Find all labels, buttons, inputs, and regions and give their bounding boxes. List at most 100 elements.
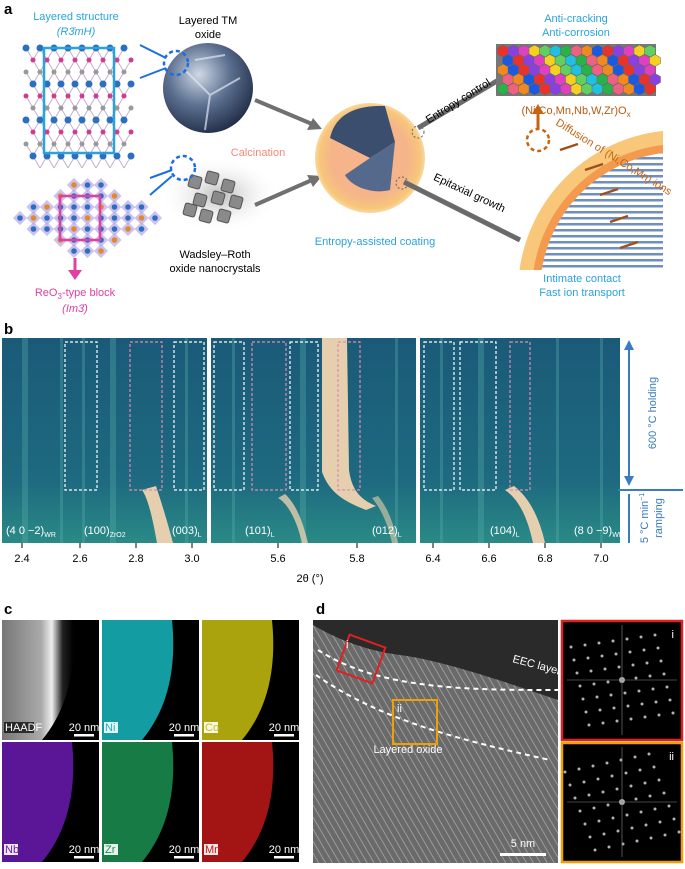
- atom: [106, 116, 114, 124]
- scale-bar: [74, 856, 94, 859]
- fft-spot: [615, 719, 619, 723]
- atom: [100, 57, 106, 63]
- element-label: Mn: [205, 844, 220, 856]
- boundary: [315, 674, 551, 761]
- atom: [72, 129, 78, 135]
- fft-spot: [583, 822, 587, 826]
- fft-spot: [609, 693, 613, 697]
- streak: [22, 338, 28, 543]
- element-label: Zr: [105, 844, 116, 856]
- nanocrystal: [216, 208, 232, 224]
- label-bg: [4, 844, 18, 855]
- peak-labels: (4 0 −2)WR (100)ZrO2 (003)L (101)L (012)L (10…: [6, 525, 624, 539]
- nanocrystal: [187, 174, 203, 190]
- tick-label: 3.0: [184, 553, 199, 565]
- caption: Epitaxial growth: [432, 171, 507, 215]
- atom: [111, 193, 118, 199]
- fft-spot: [628, 650, 632, 654]
- fft-spot: [654, 700, 658, 704]
- fft-spot: [592, 682, 596, 686]
- caption: Anti-corrosion: [542, 27, 610, 39]
- fft-spot: [600, 654, 604, 658]
- layered-lattice: [22, 44, 135, 169]
- atom: [71, 248, 77, 254]
- caption: Intimate contact: [543, 273, 621, 285]
- atom: [37, 141, 43, 147]
- atom: [120, 116, 128, 124]
- scale-bar: [174, 856, 194, 859]
- nanocrystals: [182, 170, 244, 224]
- fft-spot: [578, 684, 582, 688]
- caption: (R3̄mH): [57, 26, 96, 38]
- core-wedge: [345, 142, 395, 192]
- grain: [644, 82, 656, 96]
- fft-spot: [614, 652, 618, 656]
- fft-spot: [663, 833, 667, 837]
- tick-label: 2.4: [14, 553, 29, 565]
- text: (100): [84, 525, 110, 537]
- fft-spot: [638, 768, 642, 772]
- fft-spot: [603, 667, 607, 671]
- caption: oxide: [195, 29, 221, 41]
- atom: [57, 80, 65, 88]
- fft-spot: [623, 691, 627, 695]
- atom: [30, 215, 37, 221]
- zoom-circle: [162, 49, 190, 77]
- label-bg: [4, 722, 34, 733]
- eds-maps: HAADF 20 nm Ni 20 nm Co 20 nm Nb 20 nm Zr 20 nm Mn…: [2, 620, 299, 862]
- fft-spot: [602, 832, 606, 836]
- panel-label: b: [4, 321, 13, 338]
- fft-spot: [569, 645, 573, 649]
- fft-spot: [659, 659, 663, 663]
- streak: [82, 338, 85, 543]
- label-bg: [104, 844, 118, 855]
- subscript: L: [271, 532, 275, 539]
- nanocrystal: [220, 178, 236, 194]
- fft-spot: [575, 671, 579, 675]
- fft-spot: [653, 633, 657, 637]
- subscript: L: [398, 532, 402, 539]
- map-signal: [2, 620, 74, 740]
- formula: (Ni,Co,Mn,Nb,W,Zr)Ox: [521, 105, 630, 119]
- region: [423, 341, 455, 491]
- text: (101): [245, 525, 271, 537]
- caption: Fast ion transport: [539, 287, 625, 299]
- atom: [86, 105, 92, 111]
- atom: [51, 69, 57, 75]
- atom: [152, 215, 158, 221]
- scale-label: 20 nm: [69, 722, 100, 734]
- atom: [22, 116, 30, 124]
- fft-spot: [639, 635, 643, 639]
- fft-spot: [577, 767, 581, 771]
- fft-spot: [624, 771, 628, 775]
- fft-spot: [601, 790, 605, 794]
- fft-spot: [644, 823, 648, 827]
- arrow: [254, 98, 313, 126]
- subscript: ZrO2: [110, 532, 126, 539]
- grain-lines: [184, 54, 241, 131]
- inset-label: i: [672, 629, 674, 641]
- unit-cell: [42, 46, 116, 155]
- peak-label: (8 0 −9)WR: [574, 525, 624, 539]
- fft-spot: [589, 669, 593, 673]
- scale-label: 20 nm: [69, 844, 100, 856]
- fft-spot: [625, 637, 629, 641]
- caption: oxide nanocrystals: [169, 263, 261, 275]
- atom: [71, 226, 77, 232]
- element-label: Ni: [105, 722, 115, 734]
- atom: [120, 44, 128, 52]
- label-bg: [204, 722, 218, 733]
- atom: [23, 141, 29, 147]
- scale-bar: [274, 856, 294, 859]
- annotation: 600 °C holding: [647, 377, 659, 449]
- fft-spot: [587, 793, 591, 797]
- atom: [128, 129, 134, 135]
- tick-label: 6.4: [425, 553, 440, 565]
- nanocrystal: [198, 208, 214, 224]
- peak-label: (104)L: [490, 525, 520, 539]
- caption: Layered structure: [33, 11, 119, 23]
- atom: [78, 116, 86, 124]
- annotation: Layered oxide: [373, 744, 442, 756]
- scale-bar: [174, 734, 194, 737]
- streak: [110, 338, 116, 543]
